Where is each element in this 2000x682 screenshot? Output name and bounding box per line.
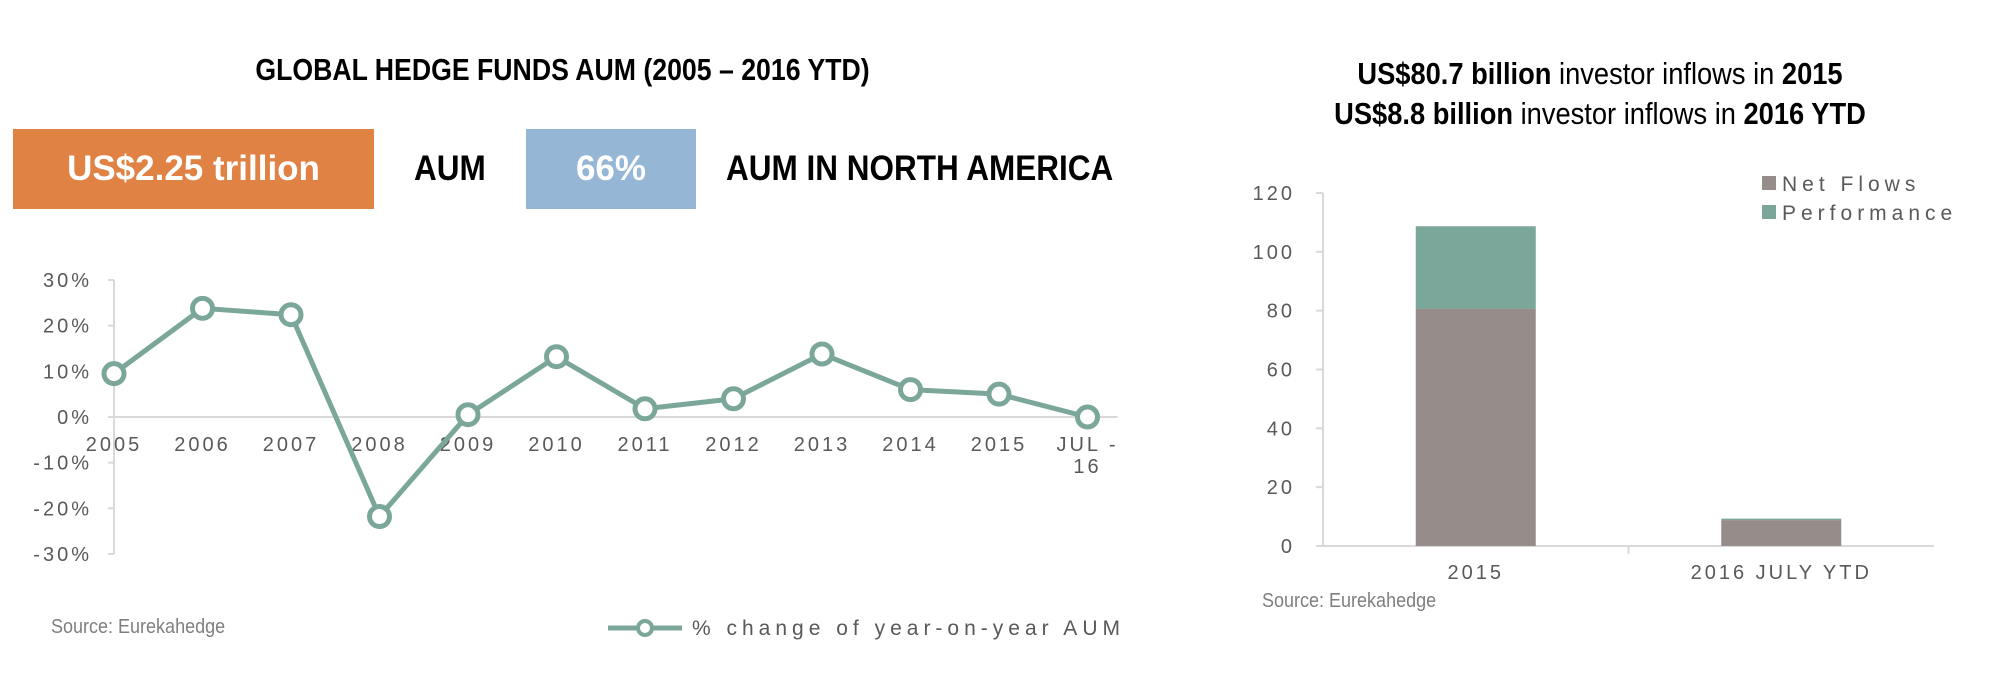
line-chart-y-tick-label: 0% [57,407,92,429]
bar-segment-net-flows [1415,308,1536,546]
right-title-line-1-amount: US$80.7 billion [1357,56,1552,91]
line-chart-data-point [1075,404,1100,430]
line-chart-x-tick-label: 2010 [528,434,585,456]
right-title-line-2: US$8.8 billion investor inflows in 2016 … [1248,94,1952,134]
line-chart-data-point [632,396,658,422]
left-source-note: Source: Eurekahedge [51,616,226,638]
right-title-line-1: US$80.7 billion investor inflows in 2015 [1248,54,1952,94]
line-chart-data-point [278,302,304,328]
aum-label: AUM [414,149,486,188]
line-chart-y-tick-label: -10% [33,453,92,475]
bar-segment-net-flows [1721,520,1842,546]
bar-chart-x-tick-label: 2016 JULY YTD [1691,562,1872,584]
right-chart-title: US$80.7 billion investor inflows in 2015… [1248,54,1952,134]
line-chart-y-tick-label: -20% [33,498,92,520]
line-chart-x-tick-label: 2005 [86,434,143,456]
line-chart-x-tick-label: 2008 [351,434,408,456]
aum-value-box: US$2.25 trillion [13,129,374,209]
right-title-line-2-text: investor inflows in [1513,96,1744,131]
right-title-line-2-amount: US$8.8 billion [1334,96,1514,131]
line-chart-data-point [101,361,127,387]
bar-chart-y-tick-label: 20 [1267,477,1295,499]
bar-legend-label: Performance [1782,202,1957,225]
bar-chart-y-tick-label: 40 [1267,418,1295,440]
line-chart-x-tick-label: 2009 [440,434,497,456]
bar-chart-y-tick-label: 80 [1267,301,1295,323]
bar-segment-performance [1415,226,1536,309]
bar-chart-x-tick-label: 2015 [1448,562,1505,584]
line-chart-data-point [809,341,835,367]
line-chart-data-point [367,504,392,530]
line-chart-y-tick-label: 30% [43,270,92,292]
line-chart-x-tick-label: 2006 [174,434,231,456]
line-chart-x-tick-label: 2007 [263,434,320,456]
line-chart-data-point [986,381,1012,407]
bar-chart-y-tick-label: 0 [1281,536,1295,558]
stacked-bar-chart: 0 20 40 60 80 100 120 2015 2016 JULY YTD Net Flow… [1253,173,1957,584]
line-chart-data-point [721,386,746,412]
north-america-label: AUM IN NORTH AMERICA [726,149,1114,188]
line-legend-label: % change of year-on-year AUM [692,617,1125,640]
bar-legend-swatch [1762,205,1776,219]
line-chart-x-tick-label: 2011 [617,434,672,456]
right-title-line-1-text: investor inflows in [1551,56,1782,91]
line-chart-x-tick-label: 16 [1073,456,1101,478]
line-chart-x-tick-label: 2013 [794,434,851,456]
bar-legend-label: Net Flows [1782,173,1920,196]
line-legend-swatch-marker [636,619,654,637]
bar-chart-y-tick-label: 120 [1253,183,1295,205]
line-chart-y-tick-label: 20% [43,316,92,338]
line-chart-x-tick-label: JUL - [1056,434,1118,456]
line-chart-data-point [898,377,923,403]
line-chart-x-tick-label: 2012 [705,434,762,456]
line-chart-data-point [544,344,569,370]
line-chart-y-tick-label: -30% [33,544,92,566]
bar-chart-y-tick-label: 60 [1267,360,1295,382]
right-source-note: Source: Eurekahedge [1262,590,1437,612]
left-chart-title: GLOBAL HEDGE FUNDS AUM (2005 – 2016 YTD) [255,52,870,87]
line-series-aum-change [112,305,1089,520]
line-chart-data-point [455,402,481,428]
right-title-line-1-year: 2015 [1781,56,1843,91]
line-chart: 30% 20% 10% 0% -10% -20% -30% 2005 2006 2007 2008 2… [33,270,1125,640]
bar-chart-y-tick-label: 100 [1253,242,1295,264]
bar-segment-performance [1721,518,1842,521]
line-chart-x-tick-label: 2014 [882,434,939,456]
right-title-line-2-year: 2016 YTD [1743,96,1866,131]
bar-legend-swatch [1762,176,1776,190]
line-chart-x-tick-label: 2015 [971,434,1028,456]
north-america-share-box: 66% [526,129,696,209]
line-chart-y-tick-label: 10% [43,361,92,383]
line-chart-data-point [190,295,215,321]
